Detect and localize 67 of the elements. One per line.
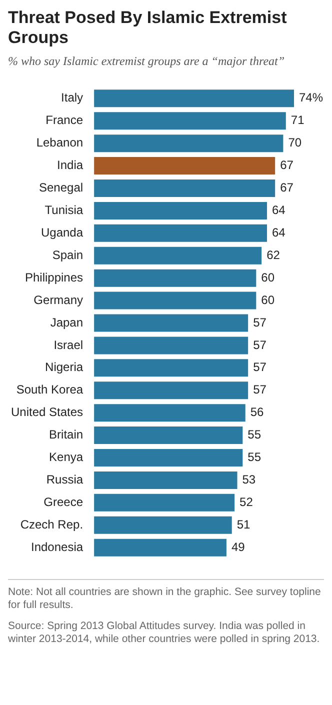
y-tick-label: Indonesia <box>30 540 84 554</box>
bar <box>94 404 246 422</box>
data-label: 57 <box>253 360 267 374</box>
bar <box>94 314 248 332</box>
y-tick-label: Uganda <box>40 225 84 240</box>
bar <box>94 382 248 400</box>
y-tick-label: Czech Rep. <box>20 517 84 532</box>
bar <box>94 90 294 108</box>
bar <box>94 448 243 466</box>
y-tick-label: Japan <box>50 315 84 330</box>
data-label: 60 <box>261 292 275 307</box>
data-label: 51 <box>236 517 251 532</box>
data-label: 64 <box>272 203 286 218</box>
y-tick-label: Nigeria <box>45 360 84 374</box>
data-label: 49 <box>231 540 246 554</box>
data-label: 70 <box>288 136 302 150</box>
data-label: 67 <box>280 158 294 172</box>
data-label: 71 <box>290 113 305 128</box>
y-tick-label: Britain <box>49 428 84 442</box>
data-label: 74% <box>299 90 324 105</box>
data-label: 56 <box>250 405 264 420</box>
chart-subtitle: % who say Islamic extremist groups are a “major threat” <box>8 54 286 69</box>
y-tick-label: Italy <box>61 90 84 105</box>
data-label: 62 <box>266 248 280 262</box>
bar <box>94 180 276 198</box>
data-label: 55 <box>248 450 262 464</box>
y-tick-label: Russia <box>46 472 84 487</box>
y-tick-label: Senegal <box>38 180 84 195</box>
y-tick-label: Lebanon <box>36 136 84 150</box>
bar <box>94 516 232 534</box>
y-tick-label: Greece <box>44 494 84 509</box>
bar <box>94 269 256 287</box>
data-label: 55 <box>248 428 262 442</box>
y-tick-label: Israel <box>54 338 84 352</box>
bar <box>94 202 267 220</box>
bar <box>94 538 226 556</box>
bar <box>94 246 262 264</box>
bar <box>94 134 284 152</box>
bar <box>94 426 243 444</box>
data-label: 52 <box>240 494 254 509</box>
bar <box>94 494 235 512</box>
data-label: 53 <box>242 472 256 487</box>
bar <box>94 359 248 377</box>
bar <box>94 292 256 310</box>
y-tick-label: Germany <box>34 292 84 307</box>
data-label: 57 <box>253 338 267 352</box>
y-tick-label: Philippines <box>24 270 84 284</box>
y-tick-label: Tunisia <box>44 203 84 218</box>
y-tick-label: India <box>57 158 84 172</box>
bar <box>94 336 248 354</box>
data-label: 64 <box>272 225 286 240</box>
bar <box>94 112 286 130</box>
data-label: 60 <box>261 270 275 284</box>
bar <box>94 157 276 175</box>
bar <box>94 471 238 489</box>
y-tick-label: France <box>46 113 84 128</box>
data-label: 57 <box>253 315 267 330</box>
data-label: 57 <box>253 382 267 397</box>
data-label: 67 <box>280 180 294 195</box>
y-tick-label: Spain <box>52 248 84 262</box>
text: Note: Not all countries are shown in the graphic. See survey topline for full results. <box>8 586 322 612</box>
source-note: Source: Spring 2013 Global Attitudes survey. India was polled in winter 2013-2014, while other countries were polled in spring 2013. <box>8 620 321 646</box>
chart-title: Threat Posed By Islamic Extremist Groups <box>8 8 288 48</box>
bar <box>94 224 267 242</box>
y-tick-label: Kenya <box>49 450 84 464</box>
y-tick-label: South Korea <box>16 382 84 397</box>
y-tick-label: United States <box>10 405 84 420</box>
